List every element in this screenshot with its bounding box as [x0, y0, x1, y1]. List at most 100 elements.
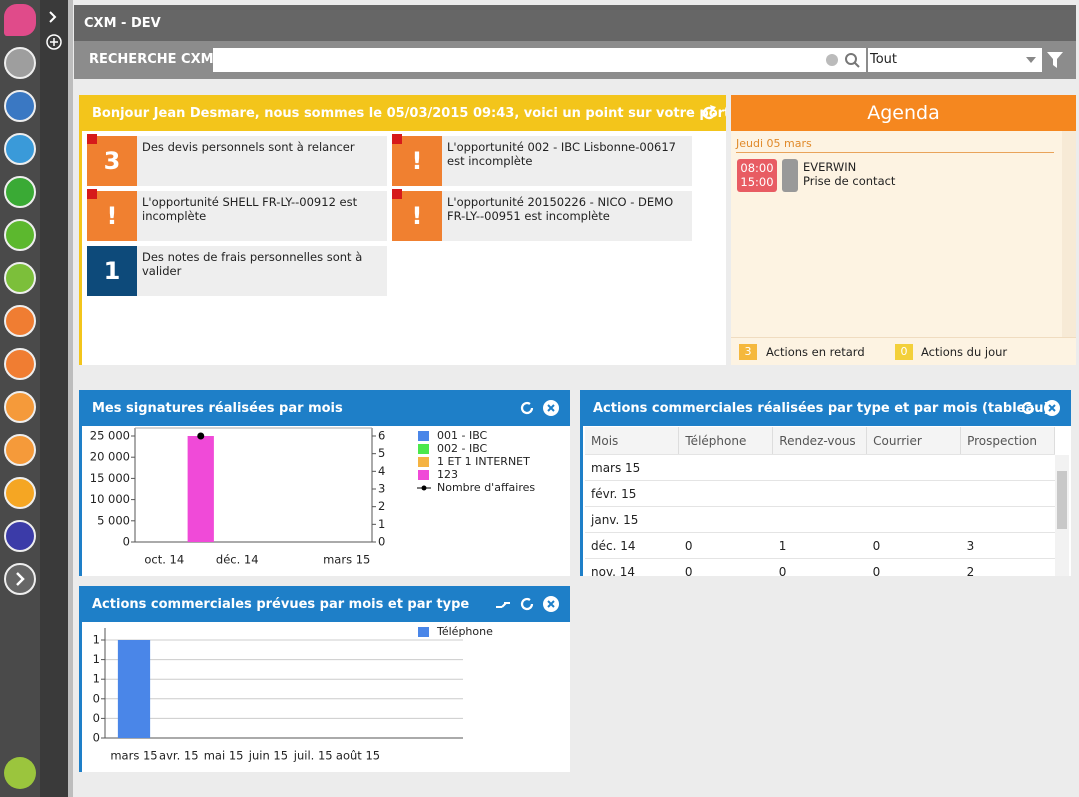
- search-icon[interactable]: [845, 53, 857, 65]
- event-start: 08:00: [740, 161, 774, 175]
- nav-teams[interactable]: [4, 434, 36, 466]
- panel-actions: [496, 596, 559, 612]
- table-cell: 2: [960, 558, 1055, 576]
- line-point: [197, 432, 205, 440]
- legend-label: Nombre d'affaires: [437, 481, 535, 494]
- welcome-title: Bonjour Jean Desmare, nous sommes le 05/…: [92, 106, 726, 121]
- legend-label: 002 - IBC: [437, 442, 488, 455]
- late-count[interactable]: 3: [739, 344, 757, 360]
- legend-label: 123: [437, 468, 458, 481]
- today-count[interactable]: 0: [895, 344, 913, 360]
- nav-more[interactable]: [4, 563, 36, 595]
- filter-select[interactable]: Tout: [868, 48, 1042, 72]
- x-tick-label: oct. 14: [144, 553, 184, 567]
- late-label[interactable]: Actions en retard: [766, 345, 865, 359]
- refresh-icon[interactable]: [1021, 401, 1035, 415]
- nav-messages[interactable]: [4, 47, 36, 79]
- chart-panel: Actions commerciales prévues par mois et…: [79, 586, 570, 772]
- add-icon[interactable]: [46, 34, 62, 50]
- legend-label: 1 ET 1 INTERNET: [437, 455, 530, 468]
- bar: [187, 436, 214, 542]
- expand-icon[interactable]: [49, 11, 57, 23]
- nav-companies[interactable]: [4, 90, 36, 122]
- table-cell: mars 15: [585, 454, 679, 481]
- table-cell: 3: [960, 532, 1055, 559]
- alert-tile[interactable]: 3 Des devis personnels sont à relancer: [87, 134, 387, 186]
- table-scrollbar[interactable]: [1055, 455, 1069, 576]
- table-cell: [772, 480, 867, 507]
- y-tick-label: 1: [93, 633, 100, 647]
- table-cell: [772, 506, 867, 533]
- alert-text: Des devis personnels sont à relancer: [142, 140, 355, 154]
- legend-swatch: [418, 470, 429, 480]
- table-cell: [678, 454, 773, 481]
- y2-tick-label: 6: [378, 429, 385, 443]
- search-label: RECHERCHE CXM: [89, 52, 214, 67]
- nav-user[interactable]: [4, 757, 36, 789]
- legend-label: 001 - IBC: [437, 429, 488, 442]
- x-tick-label: août 15: [336, 749, 380, 763]
- alert-tile[interactable]: ! L'opportunité 002 - IBC Lisbonne-00617 …: [392, 134, 692, 186]
- search-icon-handle: [854, 62, 860, 68]
- panel-actions: [520, 400, 559, 416]
- agenda-header: Agenda: [731, 95, 1076, 131]
- nav-tasks[interactable]: [4, 305, 36, 337]
- app-logo[interactable]: [4, 4, 36, 36]
- alert-badge: !: [392, 191, 442, 241]
- legend-swatch: [418, 627, 429, 637]
- config-icon[interactable]: [496, 602, 510, 608]
- table-title: Actions commerciales réalisées par type …: [593, 401, 1050, 416]
- search-input[interactable]: [213, 48, 866, 72]
- alert-tile[interactable]: ! L'opportunité SHELL FR-LY--00912 est in…: [87, 189, 387, 241]
- nav-expenses[interactable]: [4, 262, 36, 294]
- chart-title: Actions commerciales prévues par mois et…: [92, 597, 470, 612]
- nav-campaigns[interactable]: [4, 391, 36, 423]
- event-icon: [782, 159, 798, 192]
- refresh-icon[interactable]: [520, 401, 534, 415]
- legend-swatch: [418, 431, 429, 441]
- clear-icon[interactable]: [826, 54, 838, 66]
- x-tick-label: mai 15: [204, 749, 244, 763]
- x-tick-label: juil. 15: [293, 749, 333, 763]
- column-header: Prospection: [960, 427, 1055, 455]
- scroll-thumb[interactable]: [1057, 471, 1067, 529]
- nav-contacts[interactable]: [4, 133, 36, 165]
- nav-opportunities[interactable]: [4, 176, 36, 208]
- legend-dot: [421, 485, 427, 491]
- table-cell: 0: [866, 558, 961, 576]
- alert-text: L'opportunité 20150226 - NICO - DEMO FR-…: [447, 195, 674, 223]
- table-cell: 0: [678, 532, 773, 559]
- refresh-icon[interactable]: [520, 597, 534, 611]
- chart: 0 0 0 1 1 1 mars 15 avr. 15 mai 15 juin 15 juil. 1…: [93, 625, 493, 763]
- filter-value: Tout: [870, 52, 898, 67]
- table-row: janv. 15: [585, 506, 1055, 533]
- today-label[interactable]: Actions du jour: [921, 345, 1008, 359]
- refresh-icon[interactable]: [700, 104, 718, 122]
- nav-calendar[interactable]: [4, 348, 36, 380]
- table-cell: [678, 506, 773, 533]
- alert-tile[interactable]: 1 Des notes de frais personnelles sont à …: [87, 246, 387, 296]
- alert-flag: [392, 189, 402, 199]
- event-text[interactable]: EVERWIN Prise de contact: [803, 160, 895, 188]
- nav-archive[interactable]: [4, 477, 36, 509]
- search-bar: RECHERCHE CXM Tout: [74, 41, 1076, 79]
- table-row: févr. 15: [585, 480, 1055, 507]
- filter-icon[interactable]: [1046, 51, 1064, 69]
- chart-header: Mes signatures réalisées par mois: [82, 390, 570, 426]
- sidebar: [0, 0, 40, 797]
- alert-tile[interactable]: ! L'opportunité 20150226 - NICO - DEMO FR…: [392, 189, 692, 241]
- close-cross: [547, 404, 555, 412]
- alert-flag: [87, 134, 97, 144]
- nav-quotes[interactable]: [4, 219, 36, 251]
- agenda-scrollbar[interactable]: [1062, 131, 1076, 337]
- event-time[interactable]: 08:00 15:00: [737, 159, 777, 192]
- event-company: EVERWIN: [803, 160, 857, 174]
- agenda-panel: Agenda Jeudi 05 mars 08:00 15:00 EVERWIN…: [731, 95, 1076, 365]
- nav-reports[interactable]: [4, 520, 36, 552]
- y-tick-label: 1: [93, 652, 100, 666]
- bar: [117, 640, 151, 738]
- dropdown-arrow: [1026, 57, 1036, 63]
- y-tick-label: 0: [123, 535, 130, 549]
